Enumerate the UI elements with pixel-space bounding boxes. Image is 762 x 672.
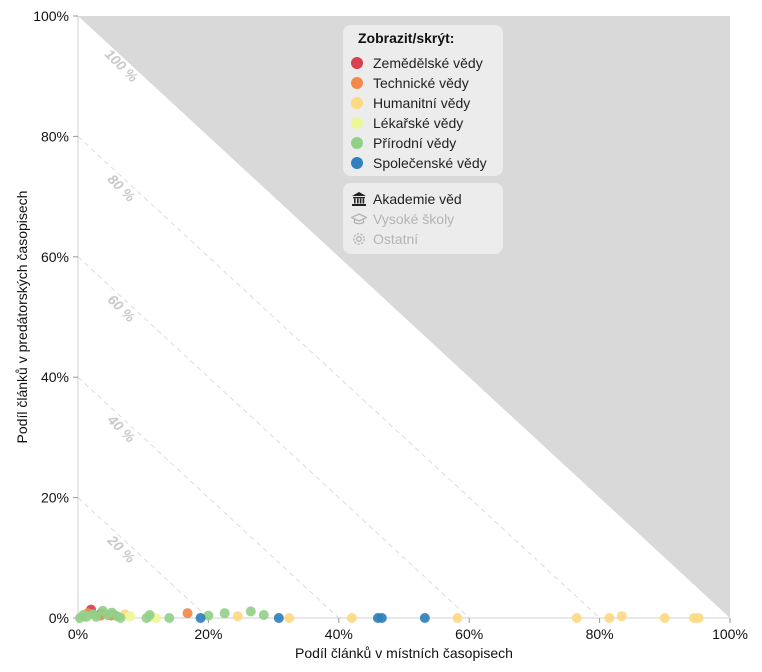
diagonal-line-20: [77, 497, 209, 619]
legend-item-label: Zemědělské vědy: [373, 55, 483, 71]
legend-fields: Zobrazit/skrýt: Zemědělské vědy Technické…: [343, 25, 503, 176]
legend-institution-label: Vysoké školy: [373, 211, 455, 227]
legend-item-label: Technické vědy: [373, 75, 469, 91]
data-point[interactable]: [571, 613, 582, 623]
data-point[interactable]: [273, 613, 284, 623]
data-point[interactable]: [245, 606, 256, 617]
bank-icon: [351, 191, 367, 207]
x-tick-label: 80%: [586, 626, 614, 642]
diagonal-label-80: 80 %: [105, 171, 139, 205]
graduation-cap-icon: [349, 211, 369, 227]
legend-item-label: Přírodní vědy: [373, 135, 457, 151]
x-tick-label: 20%: [194, 626, 222, 642]
impossible-region: [78, 16, 730, 618]
data-point[interactable]: [195, 613, 206, 623]
legend-item[interactable]: Zemědělské vědy: [351, 53, 483, 73]
legend-dot-icon: [351, 97, 363, 109]
data-point[interactable]: [604, 613, 615, 623]
data-point[interactable]: [693, 613, 704, 623]
y-tick-label: 0%: [49, 610, 69, 626]
data-point[interactable]: [125, 611, 136, 622]
data-point[interactable]: [258, 609, 269, 620]
data-point[interactable]: [346, 613, 357, 623]
data-point[interactable]: [91, 611, 102, 622]
y-tick-label: 20%: [41, 490, 69, 506]
legend-institution-item[interactable]: Ostatní: [351, 229, 418, 249]
x-axis-title: Podíl článků v místních časopisech: [295, 645, 513, 661]
legend-institution-types: Akademie věd Vysoké školy Ostatní: [343, 183, 503, 254]
legend-dot-icon: [351, 77, 363, 89]
legend-item[interactable]: Přírodní vědy: [351, 133, 456, 153]
data-point[interactable]: [376, 613, 387, 623]
legend-institution-item[interactable]: Vysoké školy: [349, 209, 455, 229]
x-tick-label: 60%: [455, 626, 483, 642]
data-point[interactable]: [419, 613, 430, 623]
legend-dot-icon: [351, 157, 363, 169]
legend-dot-icon: [351, 117, 363, 129]
legend-institution-item[interactable]: Akademie věd: [351, 189, 462, 209]
legend-item[interactable]: Humanitní vědy: [351, 93, 470, 113]
legend-item-label: Lékařské vědy: [373, 115, 464, 131]
y-tick-label: 40%: [41, 369, 69, 385]
y-axis-title: Podíl článků v predátorských časopisech: [14, 191, 30, 444]
legend-item-label: Humanitní vědy: [373, 95, 471, 111]
gear-icon: [351, 231, 367, 247]
y-tick-label: 60%: [41, 249, 69, 265]
diagonal-label-20: 20 %: [104, 531, 139, 566]
legend-dot-icon: [351, 137, 363, 149]
x-tick-label: 0%: [68, 626, 88, 642]
data-point[interactable]: [182, 608, 193, 619]
diagonal-line-80: [77, 136, 600, 619]
data-point[interactable]: [203, 610, 214, 621]
legend-item[interactable]: Společenské vědy: [351, 153, 487, 173]
legend-item[interactable]: Technické vědy: [351, 73, 469, 93]
data-point[interactable]: [144, 609, 155, 620]
y-tick-label: 80%: [41, 128, 69, 144]
legend-dot-icon: [351, 57, 363, 69]
x-tick-label: 40%: [325, 626, 353, 642]
y-tick-label: 100%: [33, 8, 69, 24]
legend-item[interactable]: Lékařské vědy: [351, 113, 463, 133]
diagonal-line-60: [77, 256, 470, 619]
data-point[interactable]: [616, 611, 627, 622]
legend-institution-label: Akademie věd: [373, 191, 462, 207]
data-point[interactable]: [452, 613, 463, 623]
data-point[interactable]: [115, 613, 126, 623]
data-point[interactable]: [284, 613, 295, 623]
legend-title: Zobrazit/skrýt:: [358, 30, 455, 46]
data-point[interactable]: [219, 608, 230, 619]
data-point[interactable]: [164, 613, 175, 623]
diagonal-label-60: 60 %: [105, 291, 139, 325]
data-point[interactable]: [659, 613, 670, 623]
legend-item-label: Společenské vědy: [373, 155, 487, 171]
x-tick-label: 100%: [712, 626, 748, 642]
data-point[interactable]: [232, 611, 243, 622]
diagonal-label-40: 40 %: [104, 411, 139, 446]
legend-institution-label: Ostatní: [373, 231, 419, 247]
